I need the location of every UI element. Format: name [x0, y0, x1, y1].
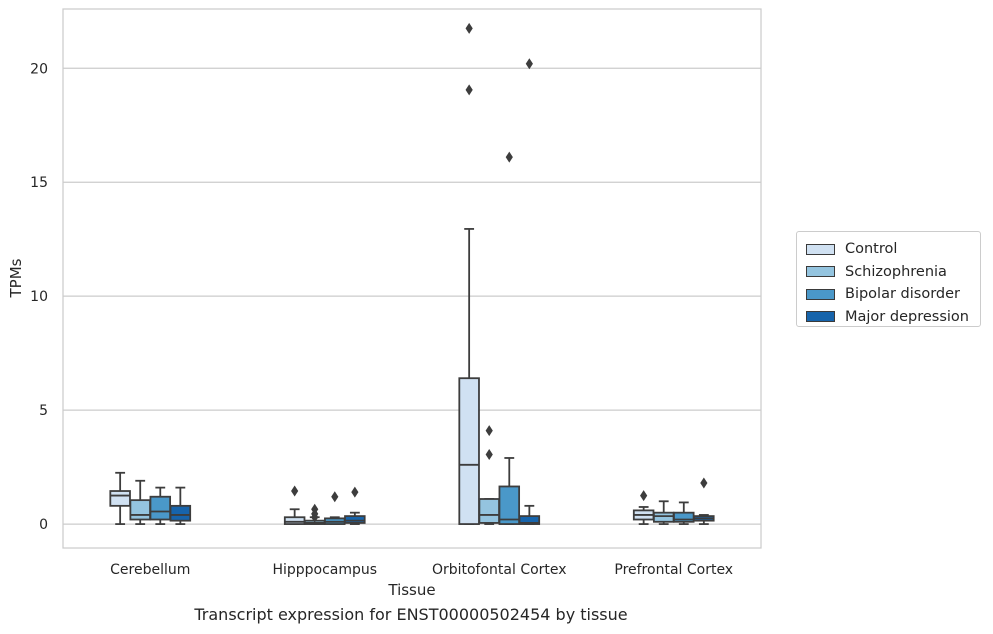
- boxes: [109, 22, 715, 525]
- gridlines: [63, 67, 761, 525]
- box-body: [652, 511, 675, 523]
- legend-label-bipolar-disorder: Bipolar disorder: [845, 286, 960, 303]
- x-tick-label-0: Cerebellum: [110, 562, 190, 578]
- box-0-3: [169, 486, 192, 525]
- box-1-0: [283, 485, 306, 525]
- x-tick-label-2: Orbitofontal Cortex: [432, 562, 567, 578]
- box-body: [169, 504, 192, 522]
- box-3-3: [693, 477, 715, 525]
- outlier-point-0: [700, 477, 708, 489]
- box-2-3: [518, 58, 541, 525]
- box-body: [344, 515, 366, 524]
- legend-item-bipolar-disorder: Bipolar disorder: [806, 283, 972, 306]
- box-body: [149, 495, 172, 521]
- box-2-2: [498, 151, 521, 525]
- box-3-2: [673, 501, 695, 525]
- box-0-1: [129, 479, 151, 525]
- box-body: [673, 511, 695, 523]
- box-2-1: [478, 425, 500, 525]
- box-1-1: [303, 503, 326, 525]
- box-3-0: [632, 490, 655, 525]
- legend-swatch-schizophrenia: [806, 266, 835, 278]
- legend: Control Schizophrenia Bipolar disorder M…: [796, 231, 981, 327]
- box-body: [498, 485, 521, 525]
- outlier-point-2: [311, 511, 319, 523]
- chart-caption: Transcript expression for ENST0000050245…: [194, 605, 628, 624]
- y-tick-label-10: 10: [30, 289, 48, 305]
- y-tick-label-0: 0: [39, 517, 48, 533]
- box-0-2: [149, 486, 172, 525]
- legend-swatch-control: [806, 243, 835, 255]
- box-body: [129, 499, 151, 521]
- box-body: [458, 377, 480, 525]
- x-axis-title: Tissue: [387, 581, 435, 599]
- outlier-point-0: [640, 490, 648, 502]
- legend-item-schizophrenia: Schizophrenia: [806, 261, 972, 284]
- legend-swatch-major-depression: [806, 311, 835, 323]
- legend-item-control: Control: [806, 238, 972, 261]
- y-tick-labels: 0 5 10 15 20: [30, 61, 48, 533]
- box-body: [283, 516, 306, 525]
- outlier-point-0: [331, 491, 339, 503]
- y-axis-title: TPMs: [7, 258, 25, 298]
- box-body: [518, 515, 541, 525]
- plot-frame: [62, 8, 762, 549]
- legend-label-control: Control: [845, 241, 898, 258]
- outlier-point-1: [465, 84, 473, 96]
- y-tick-label-5: 5: [39, 403, 48, 419]
- outlier-point-0: [505, 151, 513, 163]
- y-tick-label-20: 20: [30, 61, 48, 77]
- box-0-0: [109, 471, 131, 525]
- box-2-0: [458, 22, 480, 525]
- box-body: [109, 490, 131, 507]
- y-tick-label-15: 15: [30, 175, 48, 191]
- x-tick-label-1: Hipppocampus: [272, 562, 377, 578]
- outlier-point-0: [351, 486, 359, 498]
- outlier-point-0: [291, 485, 299, 497]
- legend-label-schizophrenia: Schizophrenia: [845, 263, 947, 280]
- legend-swatch-bipolar-disorder: [806, 288, 835, 300]
- outlier-point-0: [525, 58, 533, 70]
- outlier-point-0: [465, 22, 473, 34]
- x-tick-labels: Cerebellum Hipppocampus Orbitofontal Corte…: [110, 562, 733, 578]
- legend-label-major-depression: Major depression: [845, 308, 969, 325]
- legend-item-major-depression: Major depression: [806, 306, 972, 329]
- box-body: [478, 498, 500, 524]
- outlier-point-0: [485, 425, 493, 437]
- box-3-1: [652, 500, 675, 525]
- x-tick-label-3: Prefrontal Cortex: [614, 562, 733, 578]
- outlier-point-1: [485, 449, 493, 461]
- box-1-3: [344, 486, 366, 525]
- box-1-2: [324, 491, 346, 525]
